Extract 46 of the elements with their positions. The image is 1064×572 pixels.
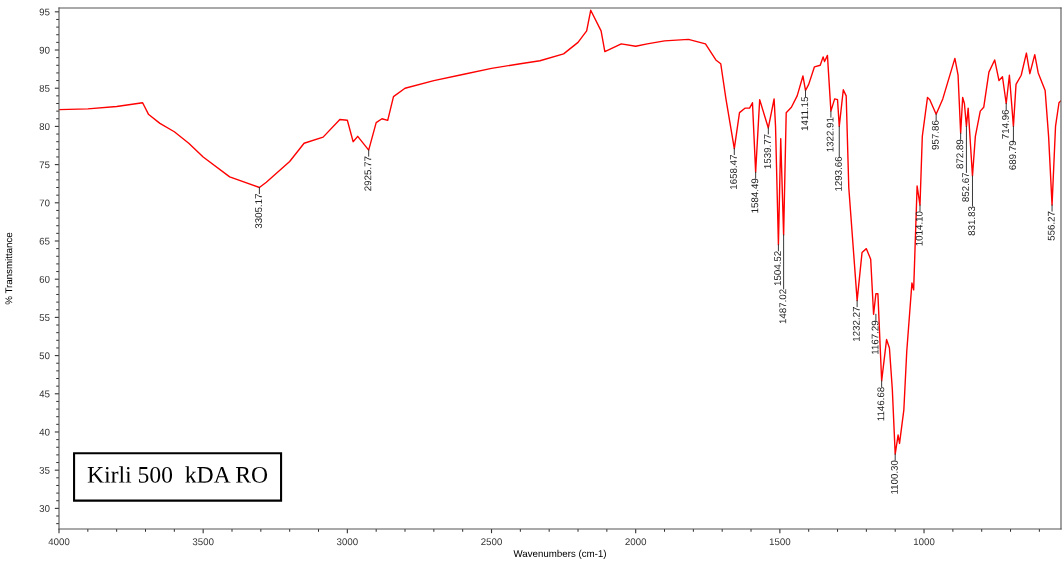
- y-tick-label: 50: [39, 352, 50, 360]
- x-axis-title: Wavenumbers (cm-1): [513, 549, 606, 559]
- annotation: 1167.29: [871, 320, 879, 355]
- annotation: 1146.68: [877, 387, 885, 421]
- annotation: 1293.66: [834, 156, 842, 191]
- annotation: 831.83: [968, 206, 976, 236]
- y-tick-label: 40: [39, 428, 50, 436]
- x-tick-label: 2500: [481, 538, 502, 546]
- annotation: 852.67: [962, 172, 970, 202]
- x-tick-label: 3500: [192, 538, 214, 546]
- annotation: 872.89: [956, 139, 964, 169]
- annotation: 1014.10: [915, 211, 923, 246]
- annotation: Kirli 500 kDA RO: [87, 466, 268, 483]
- y-tick-label: 70: [39, 199, 50, 207]
- x-tick-label: 2000: [625, 538, 647, 546]
- annotation: 556.27: [1047, 211, 1055, 241]
- x-tick-label: 1500: [769, 538, 791, 546]
- annotation: 714.96: [1001, 109, 1009, 139]
- annotation: 1658.47: [730, 155, 737, 189]
- y-tick-label: 35: [39, 466, 50, 474]
- annotation: 1487.02: [779, 289, 787, 324]
- y-tick-label: 75: [39, 161, 50, 169]
- y-tick-label: 30: [39, 505, 50, 512]
- annotation: 1322.91: [826, 117, 834, 152]
- annotation: 1232.27: [852, 307, 860, 341]
- y-tick-label: 45: [39, 390, 50, 398]
- x-tick-label: 3000: [336, 538, 358, 546]
- x-tick-label: 4000: [48, 538, 70, 546]
- annotation: 689.79: [1009, 140, 1017, 170]
- y-tick-label: 90: [39, 46, 50, 54]
- y-tick-label: 85: [39, 84, 50, 92]
- y-tick-label: 55: [39, 314, 50, 322]
- y-axis-title: % Transmittance: [5, 232, 13, 305]
- annotation: 1584.49: [751, 178, 759, 213]
- annotation: 3305.17: [255, 194, 263, 229]
- y-tick-label: 60: [39, 275, 50, 283]
- annotation: 2925.77: [364, 156, 372, 191]
- y-tick-label: 95: [39, 8, 50, 16]
- annotation: 1100.30: [890, 460, 898, 494]
- y-tick-label: 80: [39, 123, 50, 131]
- y-tick-label: 65: [39, 237, 50, 245]
- annotation: 1539.77: [764, 134, 771, 169]
- annotation: 1504.52: [774, 251, 782, 286]
- x-tick-label: 1000: [913, 538, 935, 546]
- annotation: 1411.15: [801, 96, 809, 131]
- annotation: 957.86: [931, 120, 939, 150]
